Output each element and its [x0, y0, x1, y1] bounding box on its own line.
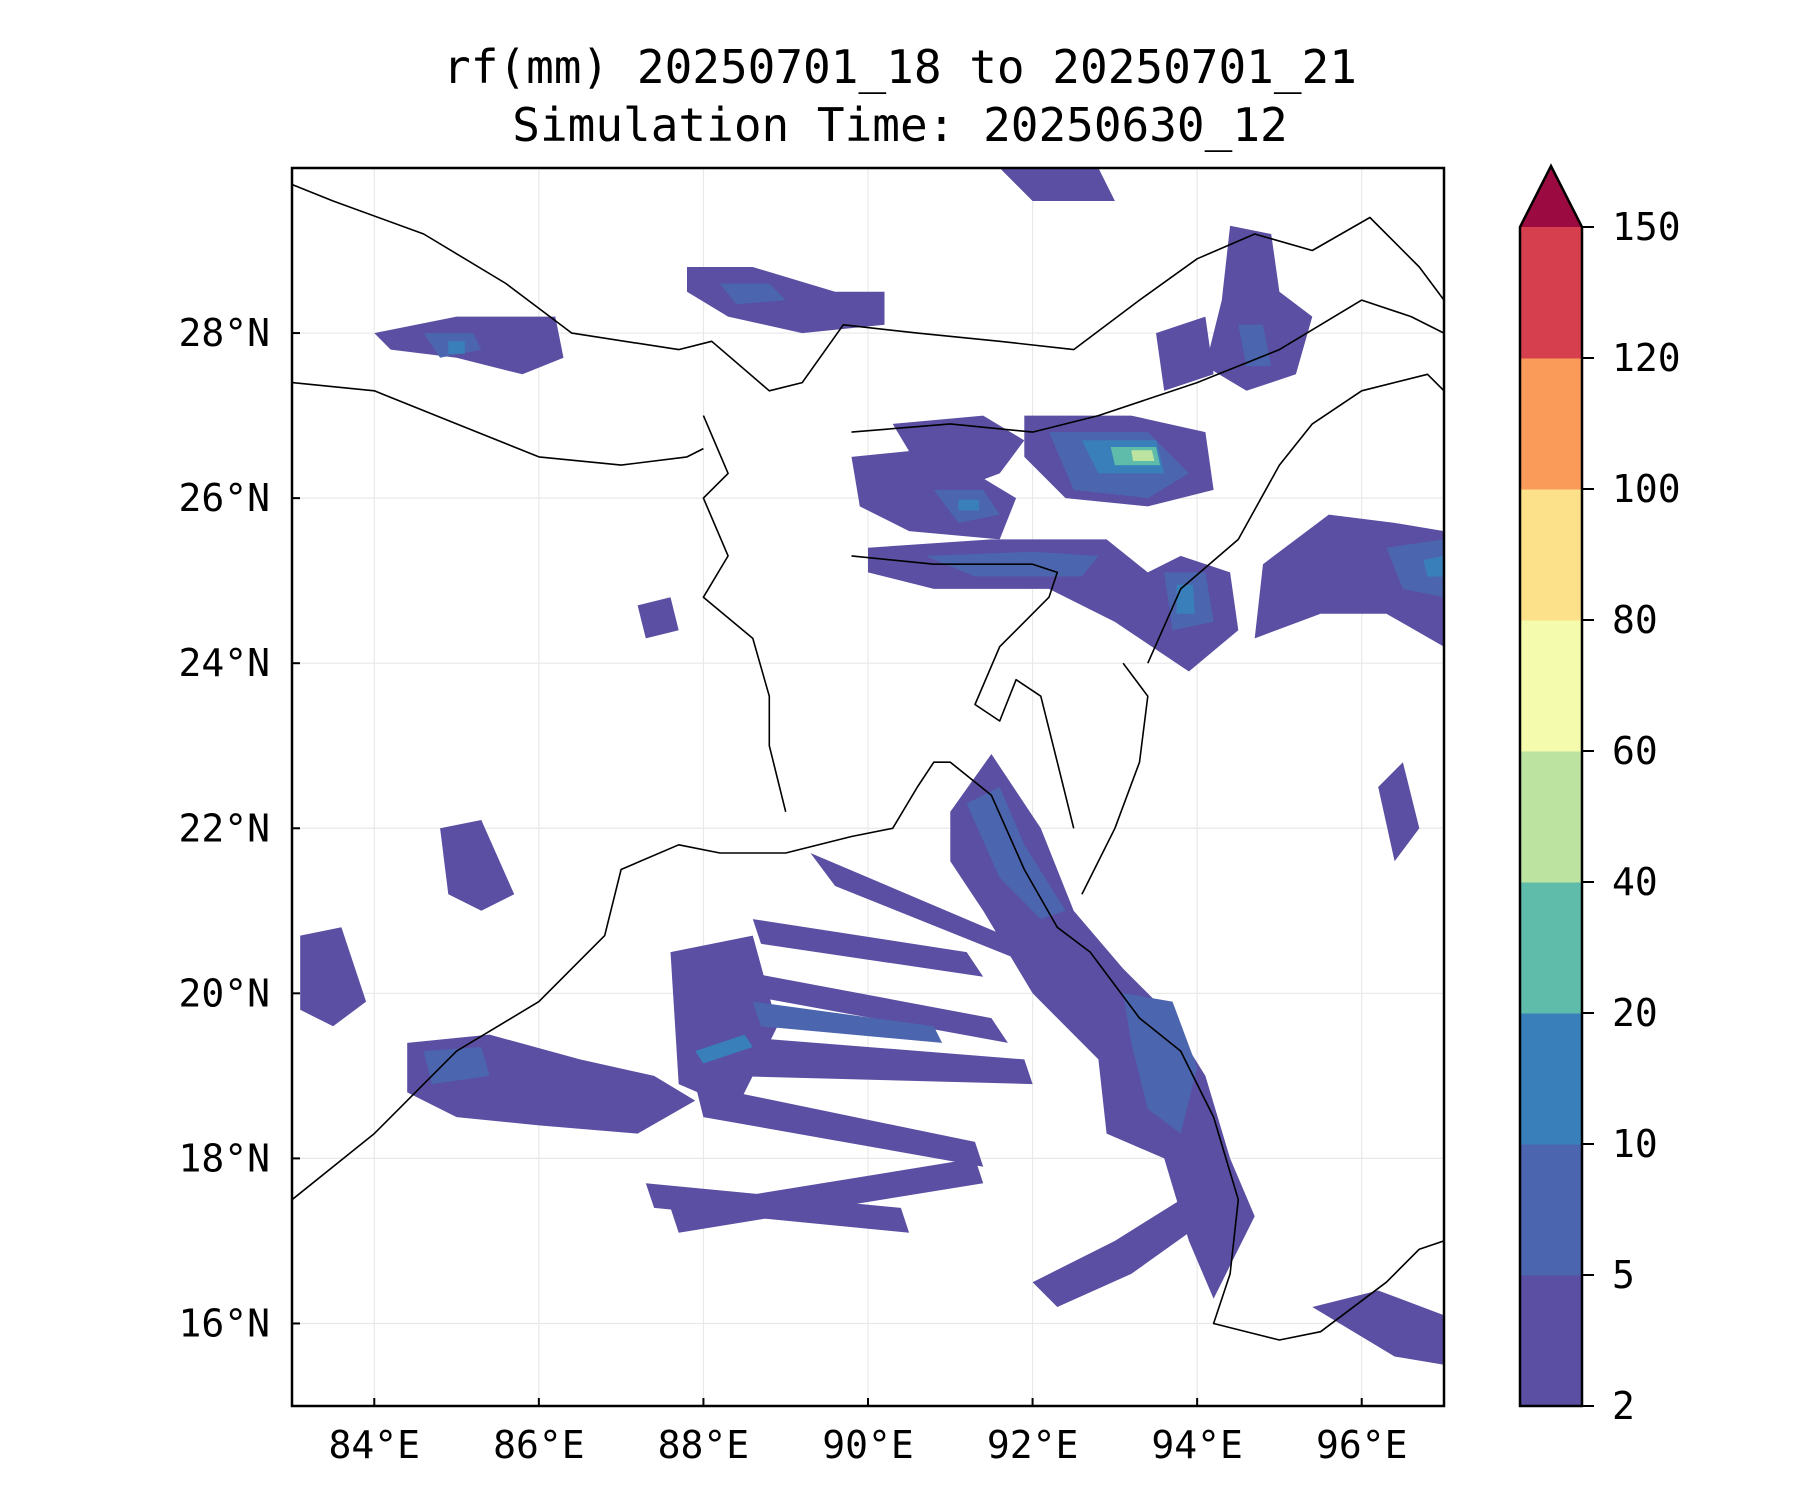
colorbar-tick-label: 60 — [1612, 729, 1658, 773]
colorbar-tick-label: 150 — [1612, 205, 1681, 249]
colorbar-segment — [1520, 882, 1582, 1014]
colorbar-tick-label: 10 — [1612, 1122, 1658, 1166]
colorbar-segment — [1520, 1144, 1582, 1276]
colorbar-segment — [1520, 489, 1582, 621]
lat-tick-label: 16°N — [178, 1301, 270, 1345]
colorbar-segment — [1520, 1013, 1582, 1145]
lon-tick-label: 84°E — [329, 1423, 421, 1467]
rain-region-nepal-east — [687, 267, 885, 333]
lon-tick-label: 86°E — [493, 1423, 585, 1467]
colorbar-tick-label: 20 — [1612, 991, 1658, 1035]
rain-region-tibet-south — [1000, 168, 1115, 201]
lat-tick-label: 22°N — [178, 806, 270, 850]
line-bangladesh-border — [703, 416, 785, 812]
lon-tick-label: 88°E — [658, 1423, 750, 1467]
colorbar-tick-label: 100 — [1612, 467, 1681, 511]
lon-tick-label: 94°E — [1151, 1423, 1243, 1467]
colorbar-segment — [1520, 358, 1582, 490]
colorbar-tick-label: 80 — [1612, 598, 1658, 642]
colorbar-tick-label: 5 — [1612, 1253, 1635, 1297]
rain-region-odisha-west — [300, 927, 366, 1026]
colorbar-tick-label: 120 — [1612, 336, 1681, 380]
lat-tick-label: 26°N — [178, 476, 270, 520]
lat-tick-label: 28°N — [178, 311, 270, 355]
colorbar-extend-arrow — [1520, 166, 1582, 227]
lon-tick-label: 96°E — [1316, 1423, 1408, 1467]
rain-region-bangladesh-west — [638, 597, 679, 638]
rainfall-contours — [300, 168, 1444, 1365]
line-assam-border — [852, 300, 1445, 432]
lon-tick-label: 90°E — [822, 1423, 914, 1467]
line-meghalaya-border — [852, 556, 1074, 828]
latitude-axis: 16°N 18°N 20°N 22°N 24°N 26°N 28°N — [178, 311, 300, 1345]
rain-region-assam-north-peak — [1131, 450, 1154, 461]
lat-tick-label: 24°N — [178, 641, 270, 685]
colorbar-tick-label: 2 — [1612, 1384, 1635, 1428]
colorbar-segment — [1520, 751, 1582, 883]
rain-region-manipur-peak — [1177, 585, 1195, 614]
colorbar-tick-label: 40 — [1612, 860, 1658, 904]
line-mizoram-border — [1082, 663, 1148, 894]
colorbar: 2 5 10 20 40 60 80 100 120 150 — [1520, 166, 1681, 1428]
rain-region-myanmar-coast-se — [1312, 1291, 1444, 1365]
rain-region-nepal-west-peak — [448, 341, 465, 353]
rain-region-myanmar-coast-south — [1033, 1200, 1189, 1307]
rain-region-bay-north-patch — [440, 820, 514, 911]
rain-region-meghalaya-peak — [959, 500, 980, 511]
colorbar-segment — [1520, 227, 1582, 359]
lat-tick-label: 18°N — [178, 1136, 270, 1180]
colorbar-segment — [1520, 1275, 1582, 1407]
rain-region-myanmar-east — [1378, 762, 1419, 861]
lon-tick-label: 92°E — [987, 1423, 1079, 1467]
lat-tick-label: 20°N — [178, 971, 270, 1015]
colorbar-segment — [1520, 620, 1582, 752]
line-nepal-south — [292, 383, 703, 466]
longitude-axis: 84°E 86°E 88°E 90°E 92°E 94°E 96°E — [329, 1398, 1408, 1467]
